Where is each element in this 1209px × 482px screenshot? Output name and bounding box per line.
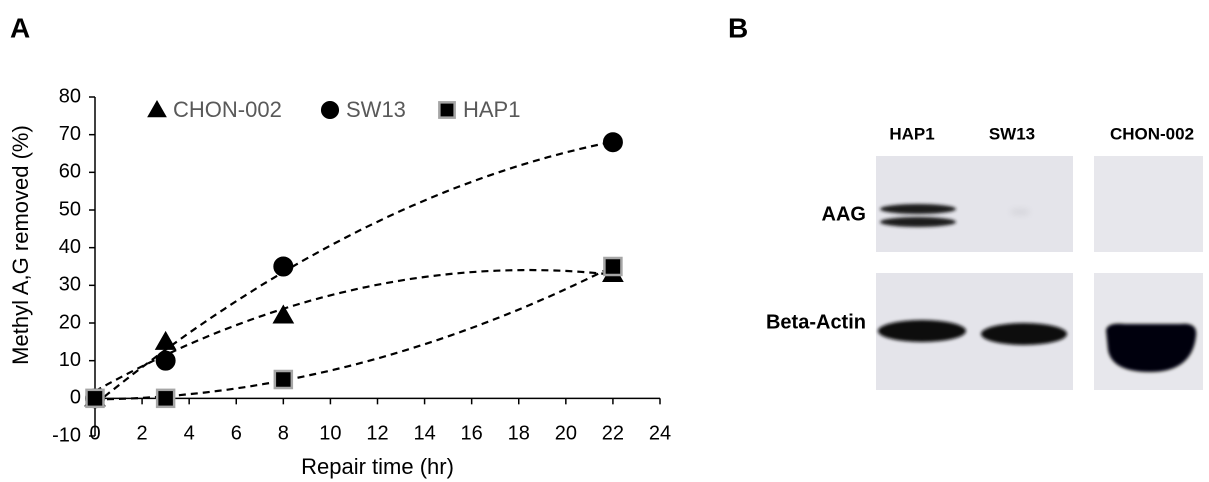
- blot-band: [880, 217, 956, 227]
- x-tick-label: 0: [89, 422, 100, 444]
- y-tick-label: 50: [59, 198, 81, 220]
- x-tick-label: 22: [602, 422, 624, 444]
- legend-marker: [321, 101, 338, 118]
- blot-membrane: [876, 156, 1073, 252]
- x-tick-label: 20: [555, 422, 577, 444]
- trend-line: [95, 266, 613, 399]
- legend-label: CHON-002: [173, 97, 282, 122]
- y-tick-label: 60: [59, 161, 81, 183]
- y-tick-label: 80: [59, 85, 81, 107]
- x-tick-label: 18: [508, 422, 530, 444]
- data-point: [603, 133, 622, 152]
- data-point: [273, 305, 293, 323]
- legend-label: SW13: [346, 97, 406, 122]
- legend-marker: [148, 101, 166, 117]
- page: {"chart_data": {"type": "scatter", "x_la…: [0, 0, 1209, 482]
- x-tick-label: 24: [649, 422, 671, 444]
- figure: A B -10010203040506070800246810121416182…: [0, 0, 1209, 482]
- data-point: [87, 390, 104, 407]
- row-label: AAG: [822, 203, 866, 225]
- trend-line: [95, 270, 613, 391]
- panel-label: A: [10, 12, 30, 43]
- x-tick-label: 4: [184, 422, 195, 444]
- x-tick-label: 8: [278, 422, 289, 444]
- western-blot: HAP1 SW13 CHON-002 AAG Beta-Actin: [766, 124, 1203, 390]
- y-tick-label: 70: [59, 123, 81, 145]
- data-point: [157, 390, 174, 407]
- blot-band: [878, 320, 966, 342]
- panel-label: B: [728, 12, 748, 43]
- x-axis-title: Repair time (hr): [301, 454, 454, 479]
- legend-label: HAP1: [463, 97, 520, 122]
- x-tick-label: 14: [413, 422, 435, 444]
- x-tick-label: 16: [461, 422, 483, 444]
- y-tick-label: 0: [70, 387, 81, 409]
- data-point: [275, 371, 292, 388]
- row-label: Beta-Actin: [766, 311, 866, 333]
- y-tick-label: 10: [59, 349, 81, 371]
- data-point: [156, 332, 176, 350]
- data-point: [156, 351, 175, 370]
- lane-label: SW13: [989, 124, 1035, 143]
- x-tick-label: 10: [319, 422, 341, 444]
- legend-marker: [439, 102, 454, 117]
- x-tick-label: 6: [231, 422, 242, 444]
- lane-label: HAP1: [889, 124, 934, 143]
- y-tick-label: -10: [52, 424, 81, 446]
- x-tick-label: 2: [137, 422, 148, 444]
- x-tick-label: 12: [366, 422, 388, 444]
- blot-band: [880, 204, 956, 214]
- blot-band: [1010, 208, 1030, 216]
- y-tick-label: 20: [59, 311, 81, 333]
- lane-label: CHON-002: [1110, 124, 1194, 143]
- blot-band: [981, 323, 1067, 345]
- data-point: [274, 257, 293, 276]
- y-axis-title: Methyl A,G removed (%): [8, 125, 33, 365]
- y-tick-label: 30: [59, 274, 81, 296]
- blot-membrane: [1094, 156, 1203, 252]
- data-point: [604, 258, 621, 275]
- y-tick-label: 40: [59, 236, 81, 258]
